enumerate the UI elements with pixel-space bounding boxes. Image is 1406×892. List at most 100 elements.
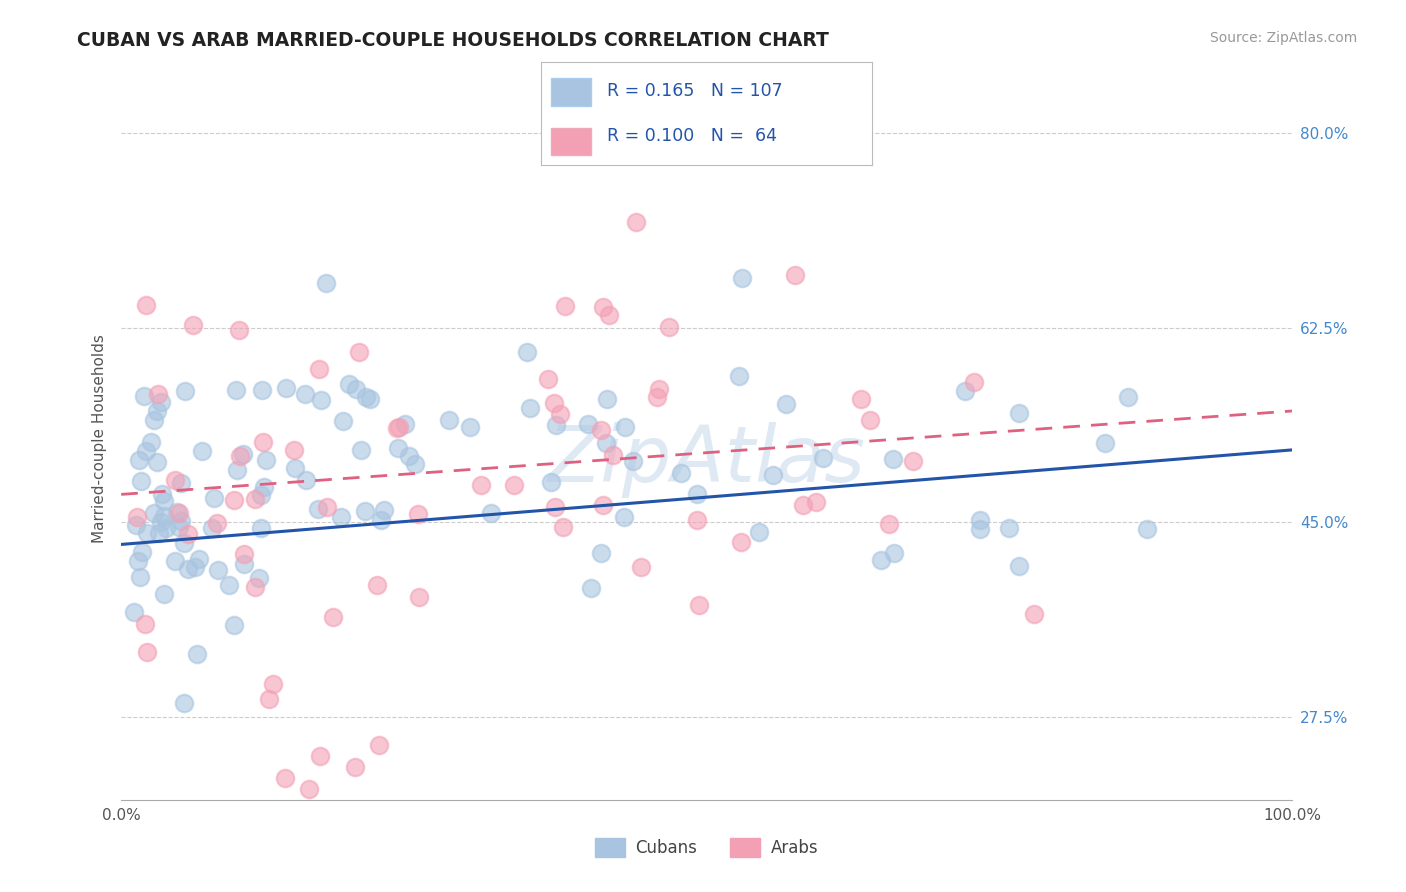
Point xyxy=(349,443,371,458)
Point xyxy=(332,414,354,428)
Point xyxy=(146,386,169,401)
Point xyxy=(201,521,224,535)
Point xyxy=(132,389,155,403)
Point xyxy=(470,477,492,491)
Point xyxy=(581,581,603,595)
Point xyxy=(233,557,256,571)
Point xyxy=(232,447,254,461)
Point xyxy=(591,546,613,560)
Point xyxy=(294,386,316,401)
Point xyxy=(688,599,710,613)
Point xyxy=(297,782,319,797)
Point xyxy=(274,771,297,785)
Point xyxy=(309,392,332,407)
Point xyxy=(439,413,461,427)
Point xyxy=(218,578,240,592)
Point xyxy=(658,319,681,334)
Point xyxy=(295,473,318,487)
Point xyxy=(851,392,873,407)
Point xyxy=(135,298,157,312)
Point xyxy=(174,384,197,398)
Point xyxy=(148,526,170,541)
Point xyxy=(329,509,352,524)
Point xyxy=(553,520,575,534)
Point xyxy=(257,691,280,706)
Point xyxy=(274,381,297,395)
Point xyxy=(153,508,176,523)
Point xyxy=(398,449,420,463)
Point xyxy=(232,547,254,561)
Point xyxy=(204,491,226,506)
Point xyxy=(731,271,754,285)
Point xyxy=(134,616,156,631)
Point xyxy=(804,495,827,509)
Point xyxy=(730,534,752,549)
Text: CUBAN VS ARAB MARRIED-COUPLE HOUSEHOLDS CORRELATION CHART: CUBAN VS ARAB MARRIED-COUPLE HOUSEHOLDS … xyxy=(77,31,830,50)
Point xyxy=(128,570,150,584)
Point xyxy=(648,383,671,397)
Point xyxy=(165,473,187,487)
Point xyxy=(170,475,193,490)
Point xyxy=(337,376,360,391)
Point xyxy=(969,522,991,536)
Point xyxy=(406,508,429,522)
Point xyxy=(224,618,246,632)
Point xyxy=(243,492,266,507)
Point xyxy=(243,580,266,594)
Point xyxy=(224,492,246,507)
Point xyxy=(152,587,174,601)
Point xyxy=(686,487,709,501)
Point xyxy=(354,390,377,404)
Point xyxy=(315,276,337,290)
Point xyxy=(166,505,188,519)
Point xyxy=(408,591,430,605)
Point xyxy=(598,308,620,322)
Point xyxy=(686,513,709,527)
Point xyxy=(576,417,599,431)
Point xyxy=(170,514,193,528)
Point xyxy=(748,524,770,539)
Point xyxy=(595,436,617,450)
Point xyxy=(250,383,273,397)
Point xyxy=(540,475,562,489)
Point xyxy=(135,645,157,659)
Point xyxy=(186,647,208,661)
Point xyxy=(153,494,176,508)
Point xyxy=(207,563,229,577)
Point xyxy=(370,513,392,527)
Point xyxy=(589,423,612,437)
Point xyxy=(953,384,976,398)
Point xyxy=(1136,522,1159,536)
Point xyxy=(187,552,209,566)
Point xyxy=(191,443,214,458)
Point xyxy=(283,442,305,457)
Point xyxy=(228,449,250,463)
Point xyxy=(998,521,1021,535)
Point xyxy=(308,361,330,376)
Point xyxy=(869,553,891,567)
Point xyxy=(385,421,408,435)
Point xyxy=(544,500,567,514)
Point xyxy=(163,554,186,568)
Point xyxy=(316,500,339,514)
Point xyxy=(344,760,367,774)
Point xyxy=(592,300,614,314)
Point xyxy=(859,413,882,427)
Point xyxy=(145,404,167,418)
Point xyxy=(150,487,173,501)
Point xyxy=(250,488,273,502)
Point xyxy=(177,526,200,541)
Point xyxy=(963,375,986,389)
Point xyxy=(516,345,538,359)
Y-axis label: Married-couple Households: Married-couple Households xyxy=(93,334,107,543)
Point xyxy=(366,578,388,592)
Point xyxy=(177,562,200,576)
Point xyxy=(728,369,751,384)
Point xyxy=(592,498,614,512)
Point xyxy=(503,478,526,492)
Point xyxy=(250,521,273,535)
Point xyxy=(602,449,624,463)
Point xyxy=(548,407,571,421)
Bar xyxy=(551,78,591,105)
Point xyxy=(225,383,247,397)
